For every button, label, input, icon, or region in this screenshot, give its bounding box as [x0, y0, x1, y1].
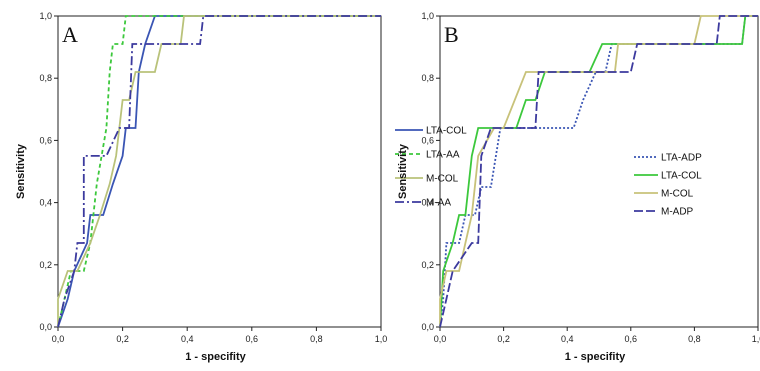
y-tick-label: 0,2 [421, 260, 434, 270]
plot-frame [439, 15, 759, 328]
legend-label: LTA-ADP [661, 153, 702, 164]
x-tick-label: 0,2 [116, 334, 129, 344]
x-tick-label: 0,8 [688, 334, 701, 344]
panel-letter: A [62, 22, 78, 47]
x-axis-label: 1 - specifity [185, 351, 246, 363]
x-tick-label: 0,4 [561, 334, 574, 344]
series-line-m-col [57, 15, 381, 327]
roc-panel-a: 0,0 0,2 0,4 0,6 0,8 1,0 0,0 0,2 0,4 0,6 0,8 1,0 1 - … [15, 11, 483, 363]
y-tick-label: 1,0 [39, 11, 52, 21]
series-line-lta-aa [57, 15, 381, 328]
x-tick-label: 0,8 [310, 334, 323, 344]
legend: LTA-ADP LTA-COL M-COL M-ADP [632, 148, 737, 220]
roc-panel-b: 0,0 0,2 0,4 0,6 0,8 1,0 0,0 0,2 0,4 0,6 0,8 1,0 1 - … [397, 11, 760, 363]
x-tick-label: 0,6 [246, 334, 259, 344]
legend-label: M-COL [661, 189, 694, 200]
series-line-m-aa [57, 15, 381, 328]
x-tick-label: 0,0 [434, 334, 447, 344]
x-axis-label: 1 - specifity [565, 351, 626, 363]
y-tick-label: 1,0 [421, 11, 434, 21]
legend-box [632, 148, 737, 220]
y-tick-label: 0,6 [421, 135, 434, 145]
x-tick-label: 0,4 [181, 334, 194, 344]
y-tick-label: 0,6 [39, 135, 52, 145]
y-tick-label: 0,0 [421, 322, 434, 332]
y-axis-label: Sensitivity [15, 143, 27, 199]
x-tick-label: 1,0 [375, 334, 388, 344]
y-tick-label: 0,4 [39, 198, 52, 208]
x-tick-label: 0,0 [52, 334, 65, 344]
legend-label: LTA-COL [426, 126, 467, 137]
y-tick-label: 0,8 [39, 73, 52, 83]
series-line-lta-col [57, 15, 381, 328]
y-tick-label: 0,8 [421, 73, 434, 83]
panel-letter: B [444, 22, 459, 47]
legend-label: LTA-AA [426, 150, 460, 161]
x-tick-label: 0,2 [497, 334, 510, 344]
x-tick-label: 1,0 [752, 334, 760, 344]
y-tick-label: 0,0 [39, 322, 52, 332]
y-tick-label: 0,4 [421, 198, 434, 208]
x-tick-label: 0,6 [625, 334, 638, 344]
y-tick-label: 0,2 [39, 260, 52, 270]
series-line-m-adp [439, 15, 758, 328]
legend-label: M-COL [426, 174, 459, 185]
legend-label: LTA-COL [661, 171, 702, 182]
plot-frame [57, 15, 382, 328]
y-axis-label: Sensitivity [397, 143, 409, 199]
legend-label: M-ADP [661, 207, 694, 218]
